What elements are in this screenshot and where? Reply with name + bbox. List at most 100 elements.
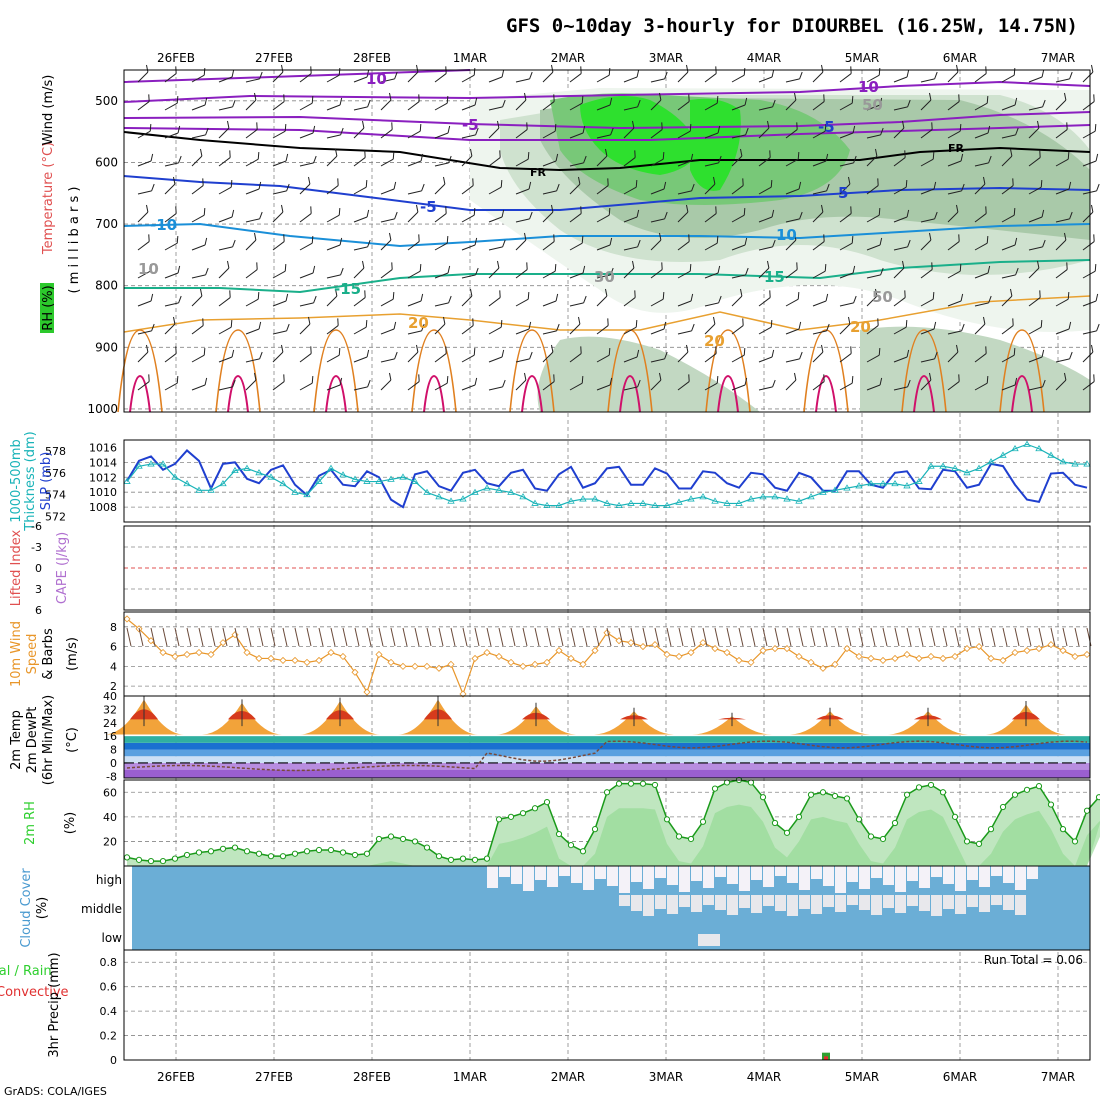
wind-barb — [434, 95, 449, 111]
wind-barb — [1001, 127, 1019, 139]
wind-barb — [812, 183, 830, 195]
wind-barb — [920, 211, 938, 223]
wind-barb — [191, 318, 204, 335]
thickness-point — [327, 464, 335, 471]
thickness-point — [927, 462, 935, 469]
wind-speed-point — [819, 664, 827, 672]
wind-barb — [974, 295, 992, 307]
wind-barb — [137, 183, 155, 195]
wind-barb — [137, 94, 150, 111]
wind-barb — [461, 288, 473, 307]
middle-cloud-gap — [727, 895, 738, 915]
wind-barb — [731, 318, 744, 335]
wind-barb — [1055, 291, 1070, 307]
high-cloud-gap — [895, 866, 906, 892]
wind-speed-point — [915, 654, 923, 663]
wind-barb — [947, 263, 962, 279]
wind-barb — [839, 346, 852, 363]
surface-wind-barb — [714, 627, 720, 647]
middle-cloud-gap — [967, 895, 978, 907]
wind-barb — [839, 206, 852, 223]
wind-speed-point — [195, 648, 203, 657]
rh-point — [183, 851, 191, 859]
middle-cloud-gap — [703, 895, 714, 905]
thickness-point — [699, 493, 707, 500]
isotherm-contour — [123, 131, 1091, 172]
temp-color-band — [124, 736, 1090, 743]
date-label-top: 3MAR — [649, 51, 684, 65]
high-cloud-gap — [919, 866, 930, 888]
wind-barb — [758, 349, 775, 363]
wind-barb — [1001, 178, 1014, 195]
thickness-point — [891, 479, 899, 487]
wind-barb — [542, 263, 557, 279]
wind-barb — [704, 206, 717, 223]
surface-wind-barb — [150, 627, 156, 647]
high-cloud-gap — [883, 866, 894, 885]
wind-barb — [704, 265, 721, 279]
high-cloud-gap — [871, 866, 882, 878]
contour-label: 20 — [704, 332, 725, 350]
wind-barb — [1028, 290, 1041, 307]
wind-barb — [380, 71, 398, 83]
wind-barb — [380, 122, 393, 139]
wind-barb — [137, 374, 150, 391]
rh-point — [843, 795, 851, 802]
wind-speed-point — [759, 646, 767, 655]
wind-speed-point — [399, 662, 407, 670]
thickness-point — [747, 495, 755, 502]
thickness-point — [903, 482, 911, 489]
surface-wind-barb — [978, 627, 984, 647]
wind-barb — [218, 69, 235, 83]
rh-shading — [537, 326, 1090, 412]
thickness-point — [435, 493, 443, 500]
wind-barb — [407, 344, 419, 363]
wind-barb — [326, 237, 343, 251]
date-label-top: 5MAR — [845, 51, 880, 65]
temp-contour-bump — [803, 329, 849, 413]
contour-label: 10 — [858, 78, 879, 96]
wind-barb — [650, 92, 662, 111]
wind-barb — [677, 64, 689, 83]
rh-point — [123, 854, 131, 861]
rh-point — [207, 848, 215, 855]
wind-barb — [677, 344, 689, 363]
middle-cloud-gap — [835, 895, 846, 912]
pressure-tick-label: 1000 — [87, 402, 118, 416]
middle-cloud-gap — [691, 895, 702, 912]
rh-axis-label: RH (%) — [41, 285, 56, 330]
surface-wind-barb — [498, 627, 504, 647]
high-cloud-gap — [655, 866, 666, 878]
high-cloud-gap — [799, 866, 810, 890]
temp-contour-core — [815, 374, 837, 413]
wind-barb — [1082, 94, 1095, 111]
wind-barb — [1055, 211, 1073, 223]
surface-wind-barb — [678, 627, 684, 647]
wind-barb — [1001, 148, 1013, 167]
thickness-point — [363, 477, 371, 484]
wind10-label-c: & Barbs — [41, 628, 56, 680]
surface-wind-barb — [270, 627, 276, 647]
wind-barb — [893, 120, 905, 139]
rh-point — [771, 819, 779, 827]
thickness-point — [1035, 444, 1043, 452]
high-cloud-gap — [931, 866, 942, 877]
thickness-point — [399, 473, 407, 480]
wind-barb — [1055, 232, 1067, 251]
wind-tick-label: 8 — [110, 621, 117, 634]
isotherm-contour — [123, 295, 1091, 333]
surface-wind-barb — [654, 627, 660, 647]
rh-point — [747, 779, 755, 786]
surface-wind-barb — [750, 627, 756, 647]
wind-speed-point — [711, 644, 719, 653]
thickness-point — [687, 495, 695, 502]
wind-barb — [893, 239, 911, 251]
wind-barb — [569, 66, 582, 83]
wind-barb — [542, 344, 554, 363]
rh-point — [339, 849, 347, 856]
wind-barb — [272, 374, 285, 391]
wind-speed-point — [639, 643, 647, 651]
wind-speed-point — [783, 644, 791, 653]
wind-barb — [488, 69, 505, 83]
surface-wind-barb — [450, 627, 456, 647]
